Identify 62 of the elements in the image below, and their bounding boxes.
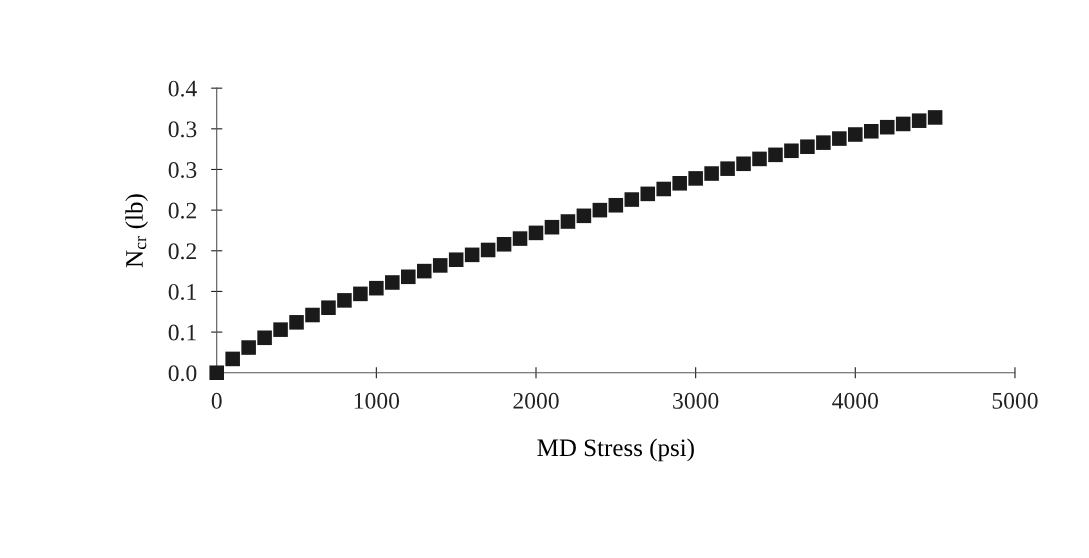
point <box>720 161 735 176</box>
point <box>672 176 687 191</box>
point <box>337 293 352 308</box>
point <box>241 340 256 355</box>
y-tick-label: 0.0 <box>168 365 197 382</box>
x-tick-label: 3000 <box>673 392 719 409</box>
point <box>544 219 560 235</box>
point <box>704 166 719 181</box>
point <box>432 258 448 273</box>
point <box>209 365 224 381</box>
point <box>225 351 240 367</box>
point <box>592 202 608 218</box>
point <box>257 330 272 346</box>
point <box>369 280 384 296</box>
point <box>560 214 576 229</box>
point <box>480 242 496 258</box>
point <box>832 131 847 146</box>
point <box>385 275 400 290</box>
y-tick-label: 0.2 <box>168 202 196 219</box>
y-tick-label: 0.1 <box>168 283 196 300</box>
y-tick-label: 0.3 <box>168 121 197 138</box>
point <box>688 171 703 186</box>
point <box>321 300 336 315</box>
point <box>879 119 895 135</box>
point <box>736 156 751 172</box>
point <box>640 186 656 202</box>
point <box>496 236 512 252</box>
point <box>305 307 320 323</box>
point <box>353 286 368 302</box>
point <box>273 322 288 337</box>
point <box>784 143 799 159</box>
point <box>624 192 640 207</box>
point <box>448 252 464 268</box>
point <box>863 123 879 139</box>
y-tick-label: 0.1 <box>168 324 196 341</box>
point <box>816 135 831 150</box>
point <box>800 139 815 154</box>
point <box>528 225 544 241</box>
point <box>289 315 304 330</box>
point <box>895 116 911 132</box>
point <box>512 231 528 246</box>
point <box>656 181 672 197</box>
point <box>608 197 624 213</box>
point <box>464 247 480 263</box>
point <box>911 113 927 128</box>
point <box>752 151 767 167</box>
x-tick-label: 2000 <box>513 392 559 409</box>
x-tick-label: 4000 <box>832 392 879 409</box>
x-tick-label: 0 <box>211 392 222 409</box>
point <box>927 110 943 125</box>
point <box>576 208 592 224</box>
point <box>768 147 783 163</box>
point <box>401 269 416 285</box>
x-tick-label: 5000 <box>992 392 1038 409</box>
point <box>416 263 432 279</box>
point <box>848 127 863 142</box>
y-tick-label: 0.4 <box>168 80 197 97</box>
y-axis-title: N$_{cr}$ (lb) <box>125 194 148 268</box>
y-tick-label: 0.2 <box>168 243 196 260</box>
x-tick-label: 1000 <box>354 392 400 409</box>
x-axis-title: MD Stress (psi) <box>537 438 694 462</box>
y-tick-label: 0.3 <box>168 161 197 178</box>
